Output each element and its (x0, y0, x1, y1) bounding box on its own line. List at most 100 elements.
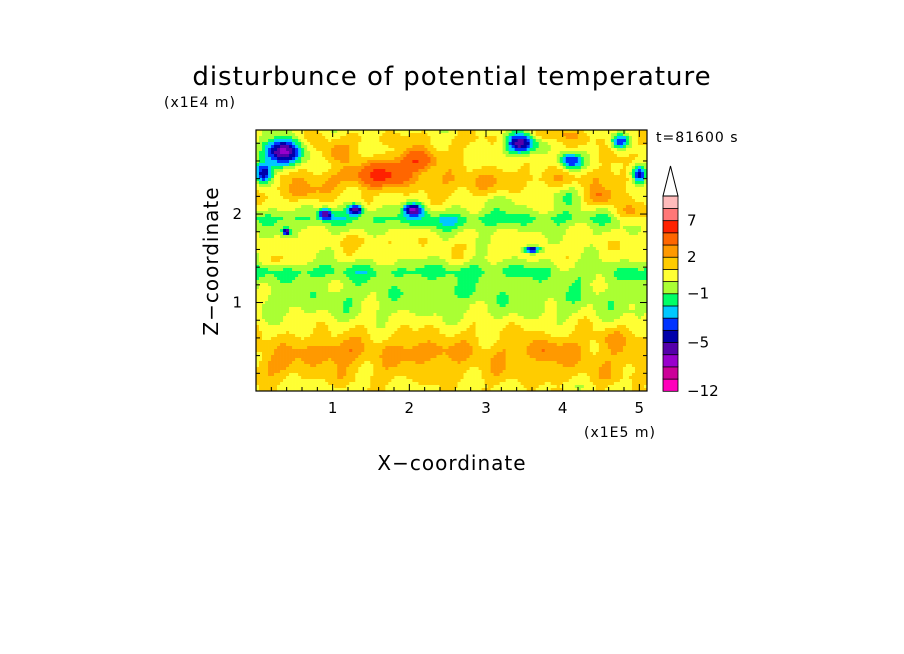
heatmap-cell (601, 193, 606, 197)
heatmap-cell (313, 199, 317, 203)
heatmap-cell (520, 178, 525, 182)
heatmap-cell (436, 184, 440, 188)
heatmap-cell (418, 211, 422, 215)
heatmap-cell (328, 226, 332, 230)
heatmap-cell (370, 244, 374, 248)
heatmap-cell (268, 220, 272, 224)
heatmap-cell (406, 223, 410, 227)
heatmap-cell (478, 235, 482, 239)
heatmap-cell (514, 181, 519, 185)
heatmap-cell (292, 166, 296, 170)
heatmap-cell (424, 139, 428, 143)
heatmap-cell (274, 136, 278, 140)
heatmap-cell (631, 175, 636, 179)
heatmap-cell (304, 139, 308, 143)
heatmap-cell (274, 220, 278, 224)
heatmap-cell (271, 157, 275, 161)
heatmap-cell (484, 217, 488, 221)
heatmap-cell (421, 196, 425, 200)
heatmap-cell (433, 220, 437, 224)
heatmap-cell (313, 190, 317, 194)
heatmap-cell (568, 205, 573, 209)
heatmap-cell (394, 199, 398, 203)
heatmap-cell (298, 139, 302, 143)
heatmap-cell (571, 175, 576, 179)
heatmap-cell (307, 229, 311, 233)
heatmap-cell (643, 163, 648, 167)
heatmap-cell (424, 160, 428, 164)
heatmap-cell (586, 205, 591, 209)
heatmap-cell (289, 148, 293, 152)
heatmap-cell (607, 196, 612, 200)
heatmap-cell (526, 139, 531, 143)
heatmap-cell (271, 136, 275, 140)
heatmap-cell (529, 184, 534, 188)
heatmap-cell (424, 181, 428, 185)
heatmap-cell (454, 133, 458, 137)
heatmap-cell (610, 202, 615, 206)
heatmap-cell (589, 181, 594, 185)
heatmap-cell (613, 238, 618, 242)
heatmap-cell (514, 226, 519, 230)
heatmap-cell (304, 193, 308, 197)
heatmap-cell (553, 208, 558, 212)
heatmap-cell (526, 235, 531, 239)
heatmap-cell (355, 139, 359, 143)
heatmap-cell (592, 169, 597, 173)
heatmap-cell (616, 181, 621, 185)
heatmap-cell (286, 196, 290, 200)
heatmap-cell (316, 241, 320, 245)
heatmap-cell (433, 238, 437, 242)
heatmap-cell (274, 151, 278, 155)
heatmap-cell (544, 190, 549, 194)
heatmap-cell (313, 226, 317, 230)
heatmap-cell (400, 136, 404, 140)
heatmap-cell (301, 130, 305, 134)
heatmap-cell (370, 208, 374, 212)
heatmap-cell (448, 145, 452, 149)
heatmap-cell (625, 193, 630, 197)
heatmap-cell (463, 136, 467, 140)
heatmap-cell (385, 238, 389, 242)
heatmap-cell (358, 244, 362, 248)
heatmap-cell (430, 241, 434, 245)
heatmap-cell (454, 163, 458, 167)
heatmap-cell (277, 133, 281, 137)
heatmap-cell (394, 226, 398, 230)
heatmap-cell (445, 151, 449, 155)
heatmap-cell (307, 196, 311, 200)
heatmap-cell (565, 190, 570, 194)
heatmap-cell (631, 205, 636, 209)
heatmap-cell (568, 199, 573, 203)
heatmap-cell (553, 166, 558, 170)
heatmap-cell (493, 238, 497, 242)
heatmap-cell (334, 208, 338, 212)
heatmap-cell (283, 241, 287, 245)
heatmap-cell (634, 217, 639, 221)
heatmap-cell (532, 157, 537, 161)
heatmap-cell (607, 202, 612, 206)
heatmap-cell (595, 142, 600, 146)
heatmap-cell (346, 238, 350, 242)
heatmap-cell (592, 166, 597, 170)
heatmap-cell (439, 148, 443, 152)
heatmap-cell (313, 142, 317, 146)
heatmap-cell (370, 178, 374, 182)
heatmap-cell (262, 187, 266, 191)
heatmap-cell (328, 208, 332, 212)
heatmap-cell (280, 130, 284, 134)
heatmap-cell (385, 208, 389, 212)
heatmap-cell (262, 184, 266, 188)
heatmap-cell (400, 178, 404, 182)
heatmap-cell (544, 136, 549, 140)
heatmap-cell (400, 229, 404, 233)
heatmap-cell (358, 211, 362, 215)
heatmap-cell (502, 193, 506, 197)
heatmap-cell (484, 139, 488, 143)
heatmap-cell (319, 187, 323, 191)
heatmap-cell (535, 184, 540, 188)
heatmap-cell (310, 208, 314, 212)
heatmap-cell (595, 175, 600, 179)
heatmap-cell (493, 232, 497, 236)
heatmap-cell (403, 220, 407, 224)
